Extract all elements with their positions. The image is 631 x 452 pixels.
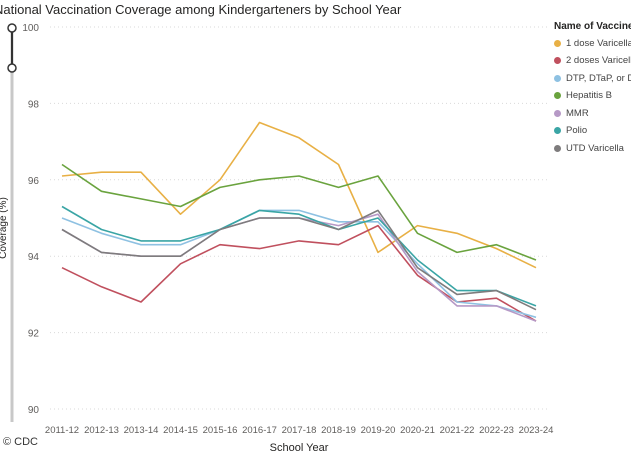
- legend-marker: [554, 144, 561, 152]
- x-tick-label: 2021-22: [440, 425, 475, 436]
- legend-item[interactable]: DTP, DTaP, or DT: [554, 71, 631, 85]
- legend-marker: [554, 127, 561, 134]
- legend-marker: [554, 57, 561, 64]
- chart-title: National Vaccination Coverage among Kind…: [0, 2, 402, 17]
- legend-label: UTD Varicella: [566, 142, 624, 154]
- legend-label: Polio: [566, 125, 588, 136]
- legend-item[interactable]: 2 doses Varicella: [554, 54, 631, 68]
- y-tick-label: 90: [28, 405, 40, 416]
- x-tick-label: 2023-24: [519, 425, 554, 436]
- x-tick-label: 2020-21: [400, 425, 435, 436]
- legend-label: 1 dose Varicella: [566, 37, 631, 49]
- legend-item[interactable]: Hepatitis B: [554, 89, 612, 103]
- legend-label: Hepatitis B: [566, 90, 612, 101]
- legend-label: MMR: [566, 107, 589, 119]
- series-line-2-doses-varicella[interactable]: [61, 224, 537, 322]
- y-axis-label: Coverage (%): [0, 197, 9, 259]
- x-tick-label: 2019-20: [361, 425, 396, 436]
- y-tick-labels: 90 92 94 96 98 100: [22, 23, 39, 416]
- legend-item[interactable]: MMR: [554, 106, 589, 120]
- y-range-slider[interactable]: [7, 23, 17, 422]
- series-line-utd-varicella[interactable]: [61, 209, 537, 311]
- x-tick-labels: 2011-12 2012-13 2013-14 2014-15 2015-16 2016-…: [45, 425, 554, 436]
- series-line-mmr[interactable]: [61, 213, 537, 322]
- legend-marker: [554, 74, 561, 82]
- series-line-hepatitis-b[interactable]: [61, 163, 537, 261]
- legend-item[interactable]: UTD Varicella: [554, 141, 624, 155]
- y-tick-label: 100: [22, 23, 39, 34]
- slider-handle-bottom[interactable]: [7, 63, 17, 73]
- x-axis-label: School Year: [270, 442, 329, 452]
- source-credit: © CDC: [3, 436, 38, 448]
- x-tick-label: 2016-17: [242, 425, 277, 436]
- x-tick-label: 2011-12: [45, 425, 79, 436]
- x-tick-label: 2017-18: [282, 425, 317, 436]
- x-tick-label: 2012-13: [84, 425, 119, 436]
- x-tick-label: 2015-16: [203, 425, 238, 436]
- legend-marker: [554, 109, 561, 117]
- x-tick-label: 2018-19: [321, 425, 356, 436]
- legend-item[interactable]: 1 dose Varicella: [554, 36, 631, 50]
- x-tick-label: 2014-15: [163, 425, 198, 436]
- y-tick-label: 98: [28, 99, 40, 110]
- series-line-dtp-dtap-or-dt[interactable]: [61, 209, 537, 319]
- legend-marker: [554, 92, 561, 99]
- y-tick-label: 96: [28, 176, 40, 187]
- series-lines: [61, 121, 537, 322]
- x-tick-label: 2013-14: [124, 425, 159, 436]
- slider-handle-top[interactable]: [7, 23, 17, 33]
- series-line-1-dose-varicella[interactable]: [61, 121, 537, 269]
- y-tick-label: 94: [28, 252, 40, 263]
- legend-title: Name of Vaccine: [554, 21, 631, 32]
- legend-label: 2 doses Varicella: [566, 55, 631, 66]
- grid-lines: [50, 26, 548, 410]
- y-tick-label: 92: [28, 329, 40, 340]
- x-tick-label: 2022-23: [479, 425, 514, 436]
- legend-marker: [554, 39, 561, 47]
- legend-label: DTP, DTaP, or DT: [566, 72, 631, 84]
- series-line-polio[interactable]: [61, 205, 537, 307]
- legend-item[interactable]: Polio: [554, 124, 587, 138]
